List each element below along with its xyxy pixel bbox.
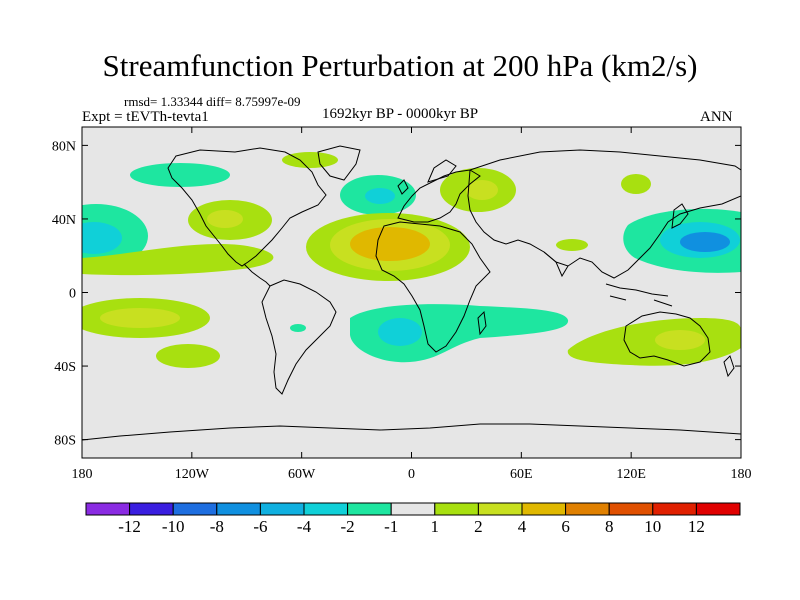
period-label: 1692kyr BP - 0000kyr BP — [322, 106, 479, 122]
anomaly-fill — [82, 243, 274, 276]
colorbar-swatch — [390, 502, 436, 516]
y-tick-label: 80N — [52, 139, 76, 154]
season-label: ANN — [700, 109, 733, 125]
x-tick-label: 180 — [72, 467, 93, 482]
colorbar-swatch — [85, 502, 131, 516]
colorbar-label: 12 — [688, 517, 705, 536]
coast-north-america — [167, 147, 327, 267]
colorbar-swatch — [477, 502, 523, 516]
anomaly-fill — [655, 330, 705, 350]
anomaly-fill — [621, 174, 651, 194]
colorbar: -12 -10 -8 -6 -4 -2 -1 1 2 4 6 8 10 12 — [85, 502, 741, 536]
anomaly-fill — [556, 239, 588, 251]
anomaly-fill — [680, 232, 730, 252]
x-tick-label: 120E — [616, 467, 646, 482]
coast-japan — [671, 203, 689, 229]
colorbar-label: -1 — [384, 517, 398, 536]
colorbar-swatch — [652, 502, 697, 516]
colorbar-swatch — [434, 502, 479, 516]
coast-central-america — [243, 263, 271, 287]
y-tick-label: 40S — [54, 360, 76, 375]
coast-africa — [375, 221, 491, 353]
anomaly-fill — [378, 318, 422, 346]
anomaly-fill — [365, 188, 395, 204]
colorbar-label: 8 — [605, 517, 614, 536]
anomaly-fill — [466, 180, 498, 200]
colorbar-swatch — [216, 502, 261, 516]
colorbar-label: -4 — [297, 517, 312, 536]
anomaly-fill — [130, 163, 230, 187]
colorbar-swatch — [521, 502, 567, 516]
colorbar-swatch — [303, 502, 349, 516]
colorbar-label: 6 — [561, 517, 570, 536]
colorbar-label: 1 — [431, 517, 440, 536]
coastlines — [82, 145, 741, 441]
colorbar-label: 2 — [474, 517, 483, 536]
colorbar-swatch — [347, 502, 392, 516]
coast-asia — [467, 149, 741, 279]
axes: 180 120W 60W 0 60E 120E 180 80N 40N 0 40S 80S — [52, 127, 752, 482]
coast-indonesia — [605, 283, 673, 307]
coast-new-zealand — [723, 355, 735, 378]
y-tick-label: 0 — [69, 287, 76, 302]
anomaly-fill — [100, 308, 180, 328]
anomaly-fill — [290, 324, 306, 332]
coast-europe — [397, 169, 481, 223]
colorbar-label: -6 — [253, 517, 267, 536]
anomaly-fill — [82, 222, 122, 254]
colorbar-swatch — [608, 502, 654, 516]
y-tick-label: 40N — [52, 213, 76, 228]
anomaly-fill — [350, 227, 430, 261]
colorbar-label: -10 — [162, 517, 185, 536]
x-tick-label: 60W — [288, 467, 316, 482]
anomaly-fill — [207, 210, 243, 228]
colorbar-label: -2 — [341, 517, 355, 536]
coast-madagascar — [477, 310, 487, 336]
anomaly-fill — [156, 344, 220, 368]
coast-uk — [397, 179, 409, 195]
colorbar-label: -8 — [210, 517, 224, 536]
colorbar-swatch — [172, 502, 218, 516]
coast-india — [543, 251, 569, 278]
chart-title: Streamfunction Perturbation at 200 hPa (… — [102, 48, 698, 83]
colorbar-label: 10 — [644, 517, 661, 536]
coast-australia — [623, 311, 711, 367]
anomaly-contours — [82, 152, 741, 368]
coast-antarctica — [82, 423, 741, 441]
experiment-label: Expt = tEVTh-tevta1 — [82, 109, 209, 125]
colorbar-label: -12 — [118, 517, 141, 536]
colorbar-swatch — [259, 502, 305, 516]
colorbar-swatch — [695, 502, 741, 516]
stats-subtitle: rmsd= 1.33344 diff= 8.75997e-09 — [124, 94, 301, 109]
x-tick-label: 120W — [175, 467, 210, 482]
x-tick-label: 60E — [510, 467, 533, 482]
coast-greenland — [317, 145, 361, 181]
anomaly-fill — [282, 152, 338, 168]
y-tick-label: 80S — [54, 434, 76, 449]
colorbar-label: 4 — [518, 517, 527, 536]
x-tick-label: 0 — [408, 467, 415, 482]
coast-south-america — [261, 279, 337, 395]
x-tick-label: 180 — [731, 467, 752, 482]
colorbar-swatch — [129, 502, 174, 516]
anomaly-fill — [567, 318, 741, 366]
colorbar-swatch — [565, 502, 610, 516]
coast-scandinavia — [427, 159, 457, 183]
